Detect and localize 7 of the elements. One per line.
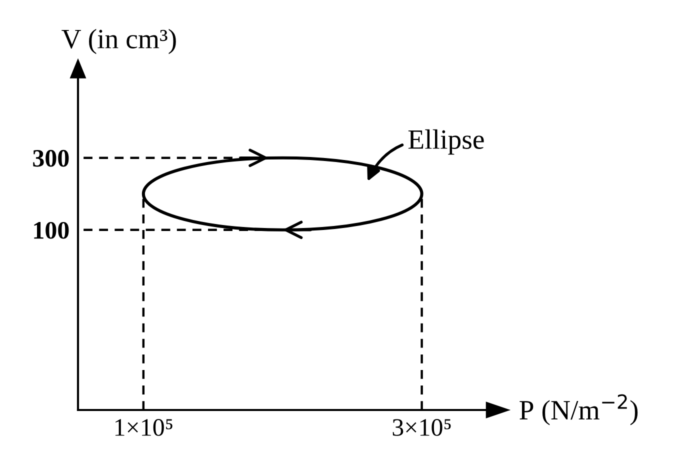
x-axis-title: P (N/m$^{−2}$) (520, 394, 638, 426)
x-tick-label: 3×10⁵ (392, 419, 451, 436)
x-tick-label: 1×10⁵ (115, 419, 172, 436)
annotation: Ellipse (408, 129, 484, 155)
y-tick-label: 100 (34, 222, 69, 239)
y-axis-title: V (in cm³) (62, 28, 176, 54)
y-tick-label: 300 (33, 150, 69, 167)
